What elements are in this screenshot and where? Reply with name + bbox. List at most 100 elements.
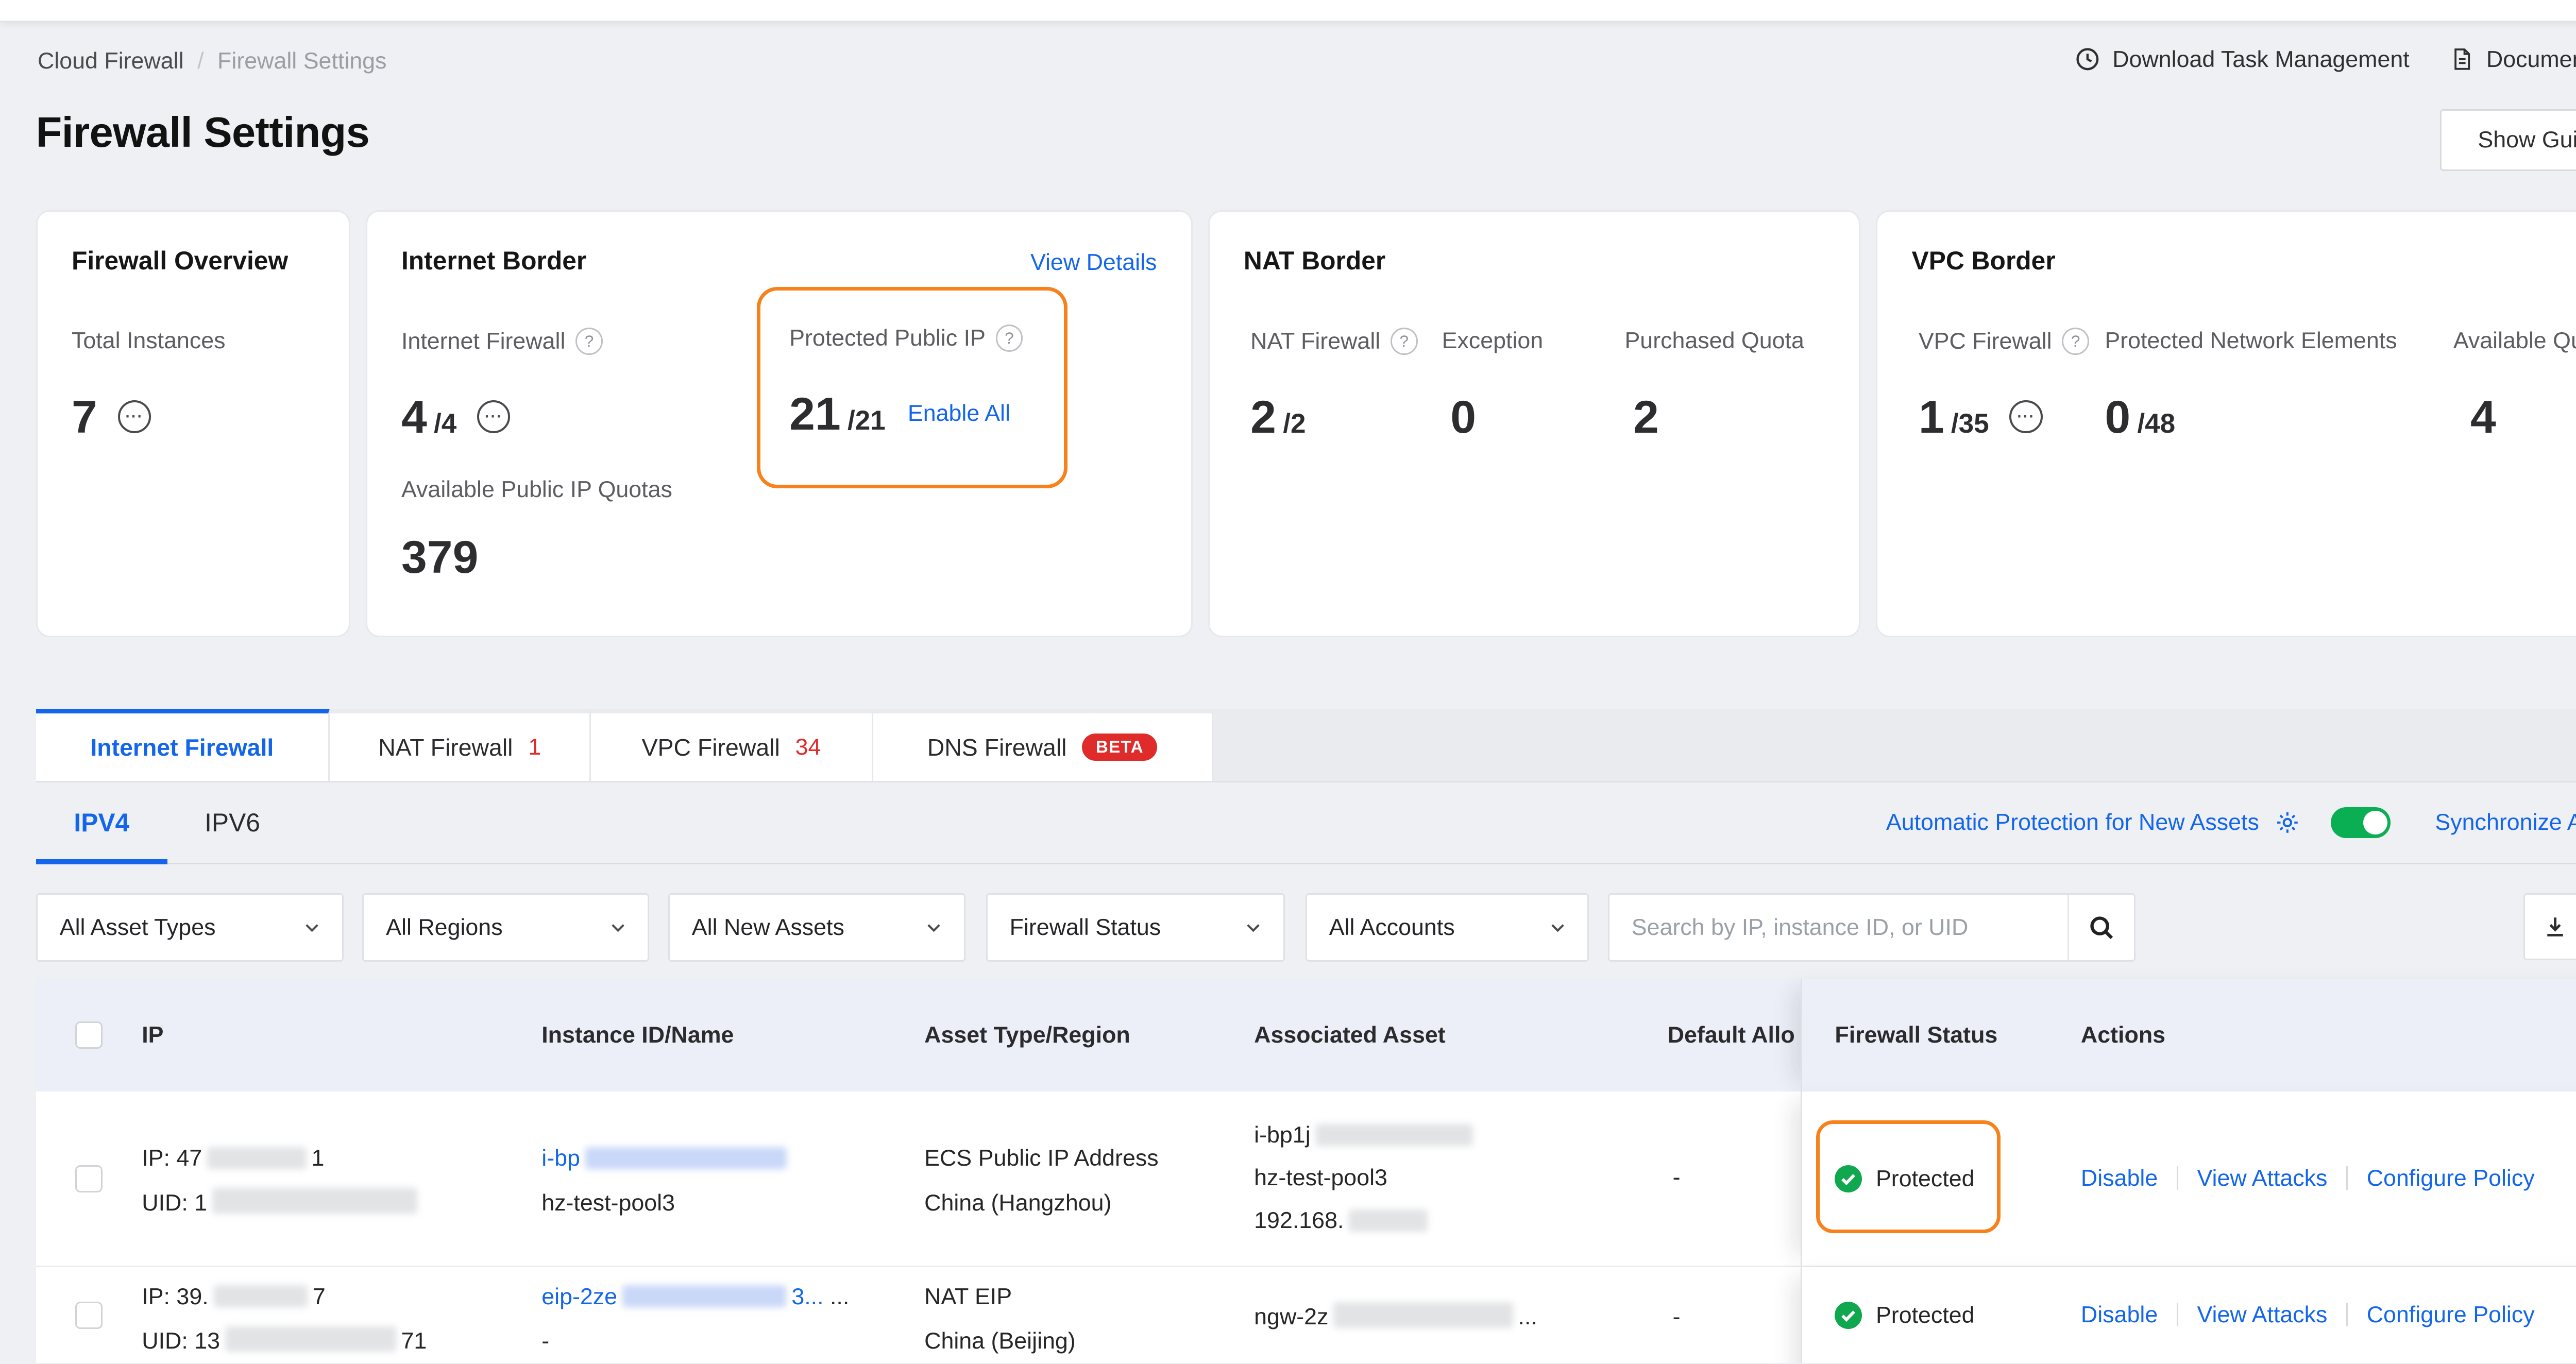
download-task-management-link[interactable]: Download Task Management [2075,46,2410,73]
purchased-quota-label: Purchased Quota [1624,328,1804,354]
disable-link[interactable]: Disable [2080,1165,2158,1191]
card-nat-border: NAT Border NAT Firewall ? Exception Purc… [1208,210,1861,637]
pinned-header: Firewall Status Actions [1801,979,2576,1092]
view-attacks-link[interactable]: View Attacks [2197,1301,2328,1327]
chevron-down-icon [927,924,940,932]
instance-id-link[interactable]: i-bp [541,1136,792,1180]
assets-table: IP Instance ID/Name Asset Type/Region As… [36,979,2576,1363]
configure-policy-link[interactable]: Configure Policy [2366,1301,2535,1327]
breadcrumb-cloud-firewall[interactable]: Cloud Firewall [37,47,184,74]
protected-network-elements-label: Protected Network Elements [2105,328,2397,354]
filter-firewall-status[interactable]: Firewall Status [986,893,1285,962]
documentation-link[interactable]: Documentation [2450,46,2576,73]
tab-count-badge: 34 [795,734,821,760]
chevron-down-icon [1247,924,1260,932]
associated-asset: ngw-2z... [1254,1294,1537,1339]
asset-region: China (Beijing) [924,1327,1076,1354]
document-icon [2450,46,2474,72]
row-uid: UID: 13 [142,1327,221,1354]
beta-badge: BETA [1082,734,1158,761]
protected-public-ip-highlight: Protected Public IP ? 21 /21 Enable All [756,286,1068,489]
tab-internet-firewall[interactable]: Internet Firewall [36,709,330,781]
help-icon[interactable]: ? [2062,328,2089,355]
breadcrumb: Cloud Firewall / Firewall Settings [38,48,387,74]
protected-status-highlight [1816,1120,2001,1234]
card-title: Firewall Overview [71,246,289,276]
nat-firewall-total: /2 [1283,408,1306,439]
filter-accounts[interactable]: All Accounts [1305,893,1589,962]
internet-firewall-total: /4 [434,408,457,439]
instance-name: - [541,1327,550,1354]
row-checkbox[interactable] [75,1301,103,1329]
search-input[interactable] [1609,895,2068,961]
help-icon[interactable]: ? [1391,328,1418,355]
chevron-down-icon [611,924,624,932]
protected-public-ip-total: /21 [848,405,886,436]
breadcrumb-separator: / [197,47,204,74]
asset-controls: Automatic Protection for New Assets Sync… [1886,782,2576,863]
more-icon[interactable]: ··· [117,400,151,434]
more-icon[interactable]: ··· [2009,400,2043,434]
instance-name: hz-test-pool3 [541,1189,675,1216]
tab-count-badge: 1 [528,734,541,760]
protected-network-elements-total: /48 [2137,408,2176,439]
tab-vpc-firewall[interactable]: VPC Firewall 34 [591,709,873,781]
exception-label: Exception [1442,328,1544,354]
default-allow-value: - [1672,1164,1681,1190]
view-attacks-link[interactable]: View Attacks [2197,1165,2328,1191]
tab-ipv4[interactable]: IPV4 [36,782,167,865]
row-uid: UID: 1 [142,1189,208,1216]
col-instance: Instance ID/Name [541,1022,734,1048]
asset-type: ECS Public IP Address [924,1145,1159,1171]
more-icon[interactable]: ··· [477,400,511,434]
search-button[interactable] [2067,895,2134,961]
filter-asset-types[interactable]: All Asset Types [36,893,344,962]
select-all-checkbox[interactable] [75,1021,103,1049]
help-icon[interactable]: ? [995,325,1023,352]
tab-label: VPC Firewall [641,734,780,761]
card-internet-border: Internet Border View Details Internet Fi… [365,210,1193,637]
help-icon[interactable]: ? [575,328,603,355]
auto-protection-toggle[interactable] [2331,807,2391,838]
disable-link[interactable]: Disable [2080,1301,2158,1327]
associated-asset: hz-test-pool3 [1254,1165,1387,1191]
chevron-down-icon [1551,924,1564,932]
filter-regions[interactable]: All Regions [362,893,650,962]
overview-cards: Firewall Overview Total Instances 7 ··· … [36,210,2576,637]
configure-policy-link[interactable]: Configure Policy [2366,1165,2535,1191]
pinned-cells: Protected Disable View Attacks Configure… [1801,1092,2576,1266]
tab-label: NAT Firewall [378,734,513,761]
nat-firewall-label: NAT Firewall [1250,328,1381,354]
exception-value: 0 [1450,390,1476,442]
filter-new-assets[interactable]: All New Assets [668,893,965,962]
filter-value: All Asset Types [59,914,216,941]
row-checkbox[interactable] [75,1165,103,1192]
status-label: Protected [1875,1302,1975,1328]
tab-nat-firewall[interactable]: NAT Firewall 1 [330,709,591,781]
filter-bar: All Asset Types All Regions All New Asse… [0,893,2576,962]
filter-value: All Regions [386,914,503,941]
protected-public-ip-label: Protected Public IP [789,325,986,351]
export-button[interactable] [2523,893,2576,960]
show-guide-button[interactable]: Show Guide [2439,109,2576,171]
col-asset-type: Asset Type/Region [924,1022,1130,1048]
firewall-tabs: Internet Firewall NAT Firewall 1 VPC Fir… [36,709,2576,782]
gear-icon[interactable] [2275,810,2300,836]
firewall-status: Protected [1835,1165,1975,1192]
view-details-link[interactable]: View Details [1030,249,1157,275]
enable-all-link[interactable]: Enable All [907,400,1010,427]
asset-region: China (Hangzhou) [924,1189,1112,1216]
firewall-status: Protected [1835,1301,1975,1329]
tab-ipv6[interactable]: IPV6 [205,808,260,837]
chevron-down-icon [306,924,318,932]
tab-dns-firewall[interactable]: DNS Firewall BETA [873,709,1213,781]
auto-protection-link[interactable]: Automatic Protection for New Assets [1886,809,2259,836]
protected-network-elements-value: 0 [2105,390,2131,442]
card-title: Internet Border [401,246,587,276]
action-separator [2346,1302,2348,1327]
instance-id-link[interactable]: eip-2ze 3... [541,1283,824,1309]
synchronize-assets-link[interactable]: Synchronize Assets [2435,809,2576,836]
col-firewall-status: Firewall Status [1835,1022,1998,1048]
vpc-firewall-label: VPC Firewall [1918,328,2052,354]
